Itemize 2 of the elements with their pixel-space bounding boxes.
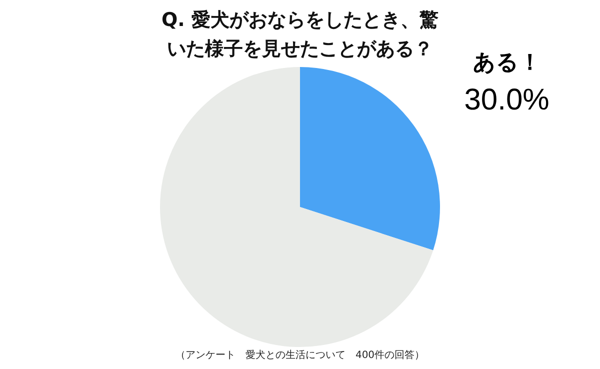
title: Q. 愛犬がおならをしたとき、驚いた様子を見せたことがある？: [160, 8, 440, 62]
annotation: （アンケート 愛犬との生活について 400件の回答）: [174, 348, 426, 362]
